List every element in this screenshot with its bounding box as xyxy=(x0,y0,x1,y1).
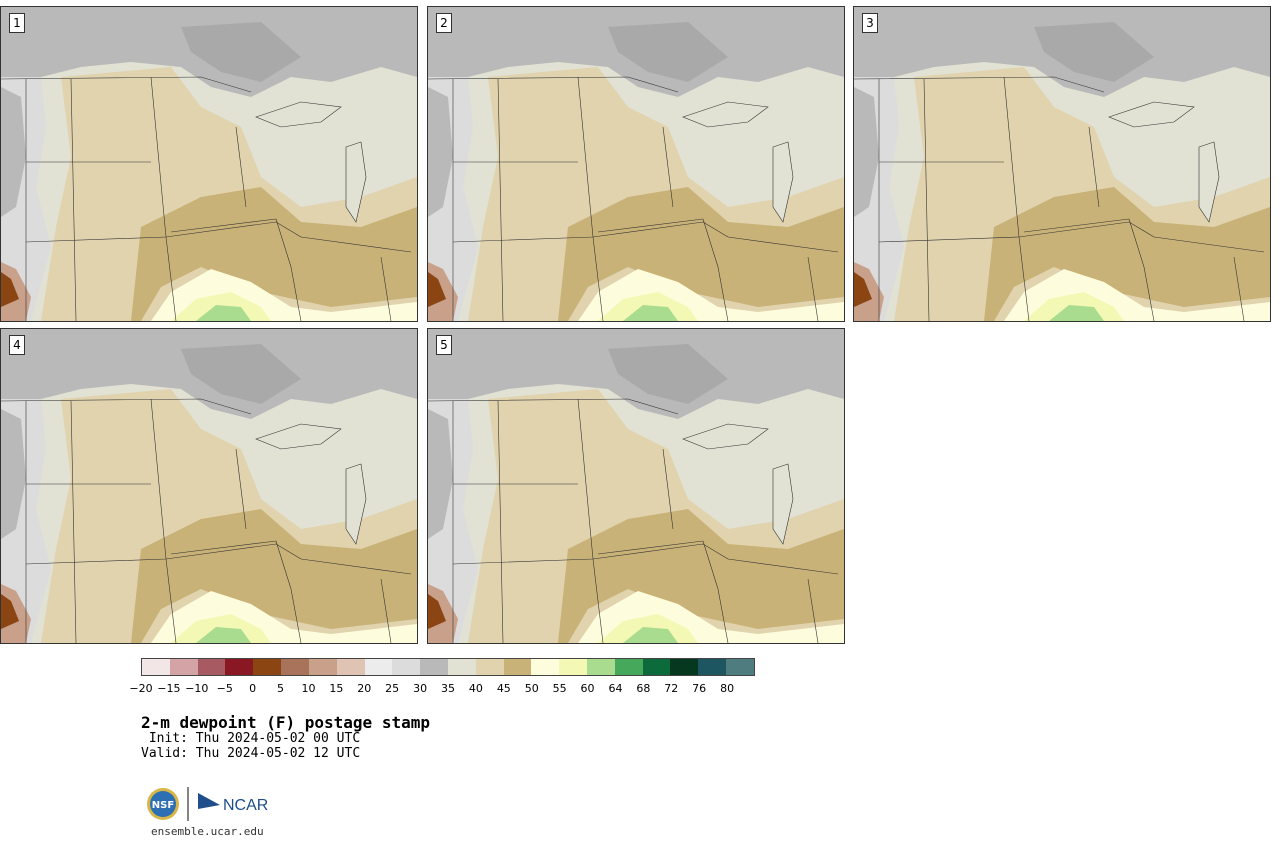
colorbar-tick: 5 xyxy=(277,682,285,695)
stamp-panel-4: 4 xyxy=(0,328,418,644)
stamp-number: 4 xyxy=(9,335,25,355)
colorbar-cell xyxy=(420,659,448,675)
colorbar-cell xyxy=(392,659,421,675)
colorbar-cell xyxy=(531,659,560,675)
colorbar-cell xyxy=(447,659,476,675)
colorbar-tick: 72 xyxy=(664,682,679,695)
colorbar-tick: 0 xyxy=(249,682,257,695)
colorbar-cell xyxy=(726,659,754,675)
colorbar-cell xyxy=(670,659,699,675)
colorbar-tick: 50 xyxy=(524,682,539,695)
stamp-number: 1 xyxy=(9,13,25,33)
colorbar-tick: 76 xyxy=(692,682,707,695)
valid-time: Valid: Thu 2024-05-02 12 UTC xyxy=(141,746,361,761)
sponsor-logos: NSF NCAR xyxy=(147,787,268,821)
stamp-panel-1: 1 xyxy=(0,6,418,322)
dewpoint-map-5 xyxy=(428,329,844,643)
colorbar-cell xyxy=(169,659,198,675)
colorbar-tick: −5 xyxy=(216,682,233,695)
colorbar-tick: 64 xyxy=(608,682,623,695)
colorbar-tick-labels: −20 −15 −10 −5 0 5 10 15 20 25 30 35 40 45 50 55 60 64 68 7… xyxy=(129,682,755,696)
colorbar-tick: 68 xyxy=(636,682,651,695)
colorbar-tick: 45 xyxy=(496,682,511,695)
colorbar-cell xyxy=(225,659,254,675)
colorbar-tick: 80 xyxy=(720,682,735,695)
stamp-number: 3 xyxy=(862,13,878,33)
dewpoint-map-4 xyxy=(1,329,417,643)
colorbar-tick: −10 xyxy=(185,682,209,695)
colorbar-tick: 10 xyxy=(301,682,316,695)
dewpoint-map-3 xyxy=(854,7,1270,321)
colorbar-cell xyxy=(142,659,170,675)
nsf-logo: NSF xyxy=(147,788,179,820)
footer-url: ensemble.ucar.edu xyxy=(151,825,264,838)
colorbar-cell xyxy=(503,659,532,675)
colorbar-tick: 55 xyxy=(552,682,567,695)
colorbar-cell xyxy=(336,659,365,675)
nsf-logo-text: NSF xyxy=(152,800,174,811)
colorbar-cell xyxy=(587,659,615,675)
stamp-number: 5 xyxy=(436,335,452,355)
dewpoint-colorbar xyxy=(141,658,755,676)
colorbar-tick: 60 xyxy=(580,682,595,695)
colorbar-tick: −15 xyxy=(157,682,181,695)
dewpoint-map-1 xyxy=(1,7,417,321)
colorbar-cell xyxy=(614,659,643,675)
colorbar-tick: 30 xyxy=(413,682,428,695)
colorbar-tick: 20 xyxy=(357,682,372,695)
stamp-panel-5: 5 xyxy=(427,328,845,644)
colorbar-cell xyxy=(642,659,671,675)
colorbar-cell xyxy=(559,659,587,675)
colorbar-tick: 40 xyxy=(468,682,483,695)
colorbar-tick: 25 xyxy=(385,682,400,695)
colorbar-cell xyxy=(197,659,226,675)
ncar-logo-text: NCAR xyxy=(223,797,268,814)
colorbar-cell xyxy=(698,659,727,675)
stamp-panel-2: 2 xyxy=(427,6,845,322)
colorbar-tick: 35 xyxy=(441,682,455,695)
plot-title: 2-m dewpoint (F) postage stamp xyxy=(141,713,430,732)
colorbar-cell xyxy=(308,659,337,675)
colorbar-tick: −20 xyxy=(129,682,153,695)
colorbar-cell xyxy=(475,659,504,675)
colorbar-tick: 15 xyxy=(329,682,344,695)
stamp-panel-3: 3 xyxy=(853,6,1271,322)
stamp-number: 2 xyxy=(436,13,452,33)
colorbar-cell xyxy=(253,659,282,675)
colorbar-cell xyxy=(281,659,309,675)
colorbar-cell xyxy=(364,659,393,675)
dewpoint-map-2 xyxy=(428,7,844,321)
init-time: Init: Thu 2024-05-02 00 UTC xyxy=(141,731,361,746)
ncar-logo: NCAR xyxy=(198,793,268,814)
